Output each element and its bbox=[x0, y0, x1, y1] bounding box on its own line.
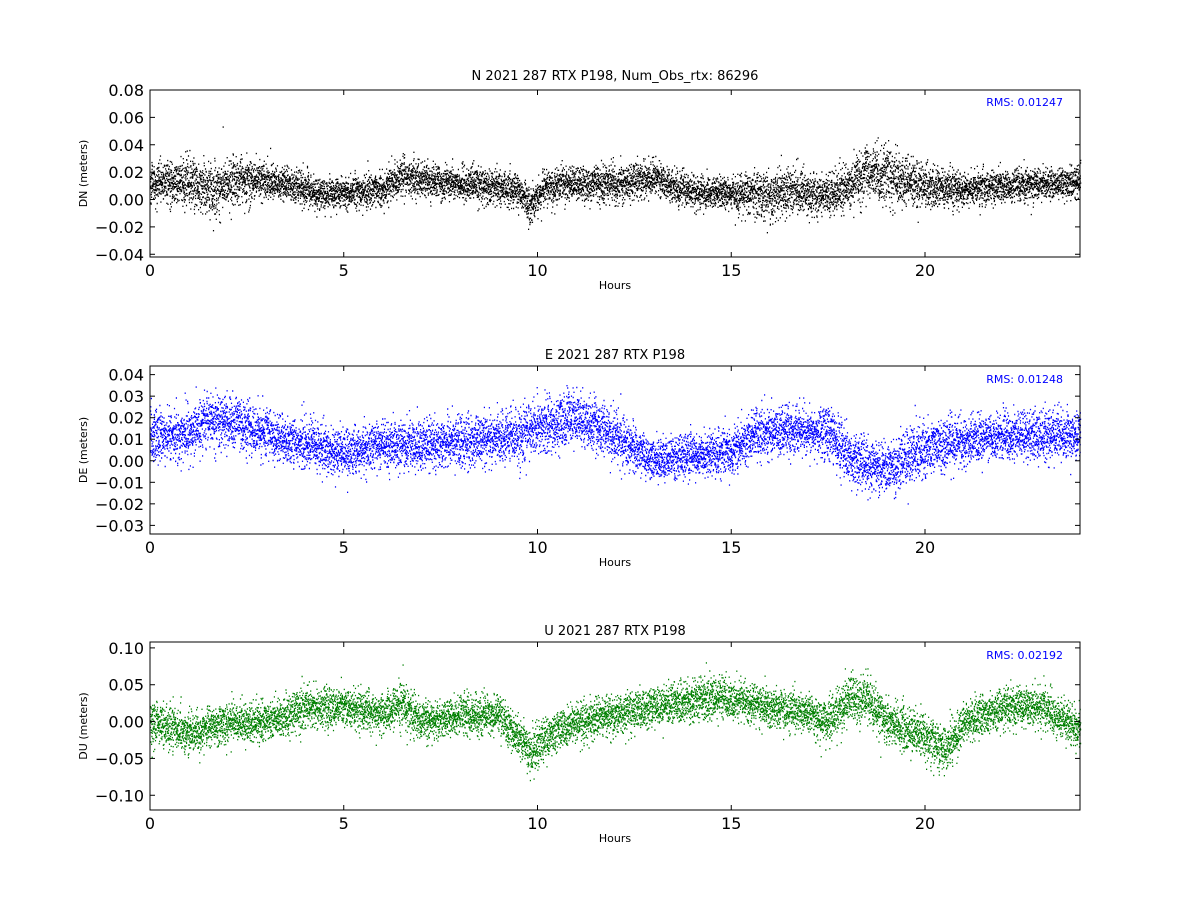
x-tick-label: 15 bbox=[721, 814, 741, 833]
scatter-points bbox=[149, 385, 1082, 505]
panel-up: U 2021 287 RTX P198 0 5 10 15 20 −0.10−0.050… bbox=[77, 624, 1082, 845]
y-tick-label: 0.00 bbox=[108, 452, 144, 471]
scatter-points bbox=[149, 126, 1082, 234]
x-tick-label: 15 bbox=[721, 538, 741, 557]
y-tick-label: 0.04 bbox=[108, 366, 144, 385]
x-tick-label: 5 bbox=[339, 538, 349, 557]
y-tick-label: 0.04 bbox=[108, 136, 144, 155]
panel-east: E 2021 287 RTX P198 0 5 10 15 20 −0.03−0.02−… bbox=[77, 348, 1082, 569]
x-tick-label: 5 bbox=[339, 814, 349, 833]
x-tick-label: 20 bbox=[915, 538, 935, 557]
y-tick-label: 0.06 bbox=[108, 108, 144, 127]
rms-annotation: RMS: 0.01247 bbox=[986, 96, 1063, 109]
chart-title: E 2021 287 RTX P198 bbox=[545, 348, 685, 363]
y-tick-label: −0.02 bbox=[95, 218, 144, 237]
x-axis-ticks: 0 5 10 15 20 bbox=[145, 642, 935, 833]
x-axis-label: Hours bbox=[599, 279, 631, 292]
y-tick-label: 0.00 bbox=[108, 191, 144, 210]
x-axis-label: Hours bbox=[599, 556, 631, 569]
y-axis-label: DN (meters) bbox=[77, 140, 90, 208]
y-tick-label: 0.00 bbox=[108, 713, 144, 732]
x-tick-label: 5 bbox=[339, 261, 349, 280]
chart-title: U 2021 287 RTX P198 bbox=[544, 624, 686, 639]
data-points bbox=[149, 126, 1082, 234]
plot-frame bbox=[149, 641, 1081, 811]
plot-frame bbox=[149, 365, 1081, 535]
rms-annotation: RMS: 0.02192 bbox=[986, 649, 1063, 662]
x-tick-label: 0 bbox=[145, 538, 155, 557]
data-points bbox=[149, 385, 1082, 505]
x-axis-ticks: 0 5 10 15 20 bbox=[145, 366, 935, 557]
y-axis-label: DU (meters) bbox=[77, 692, 90, 759]
y-axis-ticks: −0.04 −0.02 0.00 0.02 0.04 0.06 0.08 bbox=[95, 81, 1080, 264]
y-axis-ticks: −0.10 −0.05 0.00 0.05 0.10 bbox=[95, 639, 1080, 805]
y-tick-label: −0.04 bbox=[95, 245, 144, 264]
y-tick-label: −0.02 bbox=[95, 495, 144, 514]
chart-title: N 2021 287 RTX P198, Num_Obs_rtx: 86296 bbox=[472, 69, 759, 84]
x-tick-label: 0 bbox=[145, 814, 155, 833]
scatter-points bbox=[149, 662, 1082, 782]
y-axis-ticks: −0.03 −0.02 −0.01 0.00 0.01 0.02 0.03 0.04 bbox=[95, 366, 1080, 535]
data-points bbox=[149, 662, 1082, 782]
y-tick-label: −0.10 bbox=[95, 786, 144, 805]
x-tick-label: 10 bbox=[527, 538, 547, 557]
x-tick-label: 15 bbox=[721, 261, 741, 280]
y-tick-label: 0.01 bbox=[108, 430, 144, 449]
y-tick-label: −0.01 bbox=[95, 473, 144, 492]
y-tick-label: 0.02 bbox=[108, 409, 144, 428]
x-tick-label: 20 bbox=[915, 261, 935, 280]
x-tick-label: 0 bbox=[145, 261, 155, 280]
x-tick-label: 10 bbox=[527, 814, 547, 833]
y-tick-label: 0.03 bbox=[108, 387, 144, 406]
y-tick-label: 0.10 bbox=[108, 639, 144, 658]
x-tick-label: 10 bbox=[527, 261, 547, 280]
y-tick-label: 0.02 bbox=[108, 163, 144, 182]
x-axis-ticks: 0 5 10 15 20 bbox=[145, 90, 935, 280]
y-tick-label: 0.08 bbox=[108, 81, 144, 100]
panel-north: N 2021 287 RTX P198, Num_Obs_rtx: 86296 … bbox=[77, 69, 1082, 292]
y-axis-label: DE (meters) bbox=[77, 417, 90, 483]
y-tick-label: 0.05 bbox=[108, 676, 144, 695]
y-tick-label: −0.05 bbox=[95, 749, 144, 768]
y-tick-label: −0.03 bbox=[95, 516, 144, 535]
x-tick-label: 20 bbox=[915, 814, 935, 833]
plot-frame bbox=[149, 89, 1081, 258]
rms-annotation: RMS: 0.01248 bbox=[986, 373, 1063, 386]
x-axis-label: Hours bbox=[599, 832, 631, 845]
